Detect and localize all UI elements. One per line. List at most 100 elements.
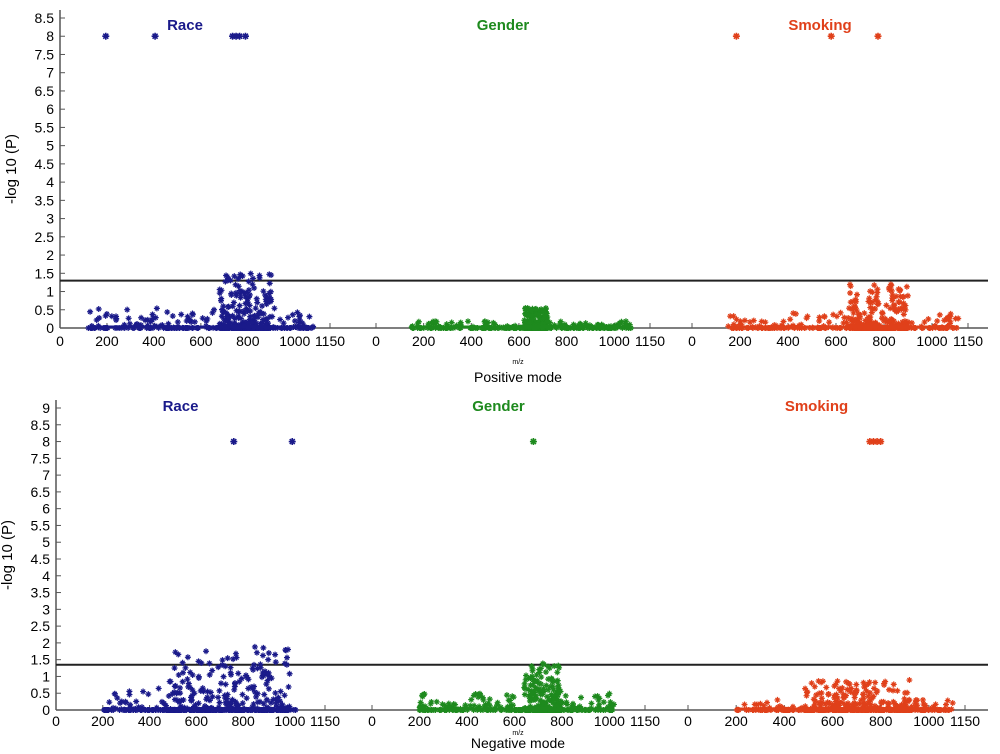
data-point — [531, 678, 538, 685]
data-point — [220, 673, 227, 680]
data-point — [226, 700, 233, 707]
data-point — [239, 691, 246, 698]
data-point — [171, 665, 178, 672]
data-point — [462, 703, 469, 710]
data-point — [126, 320, 133, 327]
data-point — [847, 281, 854, 288]
data-point — [174, 689, 181, 696]
data-point — [215, 664, 222, 671]
x-tick-label: 200 — [408, 713, 432, 729]
data-point — [279, 701, 286, 708]
data-point — [209, 309, 216, 316]
x-axis-label: Negative mode — [471, 735, 565, 751]
data-point — [175, 651, 182, 658]
data-point — [543, 318, 550, 325]
data-point — [235, 275, 242, 282]
data-point — [272, 651, 279, 658]
x-axis-label: Positive mode — [474, 369, 562, 385]
data-point — [903, 283, 910, 290]
data-point — [570, 703, 577, 710]
data-point — [582, 322, 589, 329]
data-point — [542, 669, 549, 676]
data-point — [277, 316, 284, 323]
data-point — [888, 287, 895, 294]
data-point — [530, 682, 537, 689]
data-point — [237, 315, 244, 322]
data-point — [96, 314, 103, 321]
data-point — [263, 681, 270, 688]
data-point — [816, 700, 823, 707]
outlier-point — [869, 438, 877, 446]
data-point — [528, 307, 535, 314]
data-point — [837, 688, 844, 695]
data-point — [125, 315, 132, 322]
y-tick-label: 3 — [42, 601, 50, 617]
data-point — [550, 699, 557, 706]
data-point — [879, 315, 886, 322]
data-point — [254, 665, 261, 672]
panel-title: Gender — [472, 398, 525, 415]
data-point — [267, 699, 274, 706]
y-tick-label: 1.5 — [31, 652, 51, 668]
data-point — [227, 320, 234, 327]
panel-title: Smoking — [785, 398, 848, 415]
data-point — [277, 688, 284, 695]
data-point — [539, 320, 546, 327]
data-point — [834, 695, 841, 702]
data-point — [184, 654, 191, 661]
data-point — [273, 703, 280, 710]
data-point — [741, 317, 748, 324]
outlier-point — [732, 32, 740, 40]
data-point — [540, 318, 547, 325]
data-point — [904, 318, 911, 325]
data-point — [854, 291, 860, 298]
x-tick-label: 1150 — [630, 713, 660, 729]
data-point — [860, 679, 867, 686]
x-tick-label: 1000 — [279, 333, 310, 349]
data-point — [176, 684, 183, 691]
data-point — [853, 298, 860, 305]
data-point — [189, 686, 196, 693]
y-tick-label: 0.5 — [35, 302, 55, 318]
data-point — [887, 305, 894, 312]
data-point — [521, 680, 528, 687]
data-point — [545, 676, 552, 683]
data-point — [270, 696, 277, 703]
data-point — [87, 308, 94, 315]
data-point — [250, 701, 257, 708]
data-point — [535, 680, 542, 687]
data-point — [856, 312, 863, 319]
data-point — [505, 697, 512, 704]
y-tick-label: 1 — [46, 284, 54, 300]
data-point — [260, 288, 267, 295]
data-point — [889, 321, 896, 328]
data-point — [224, 655, 231, 662]
data-point — [569, 700, 576, 707]
data-point — [439, 701, 446, 708]
data-point — [826, 699, 833, 706]
data-point — [135, 321, 142, 328]
data-point — [477, 690, 484, 697]
data-point — [878, 698, 885, 705]
data-point — [536, 685, 543, 692]
data-point — [189, 671, 196, 678]
data-point — [269, 313, 276, 320]
data-point — [525, 306, 532, 313]
data-point — [850, 309, 857, 316]
data-point — [444, 704, 451, 711]
data-point — [545, 686, 552, 693]
data-point — [259, 652, 266, 659]
data-point — [232, 650, 239, 657]
data-point — [816, 690, 823, 697]
data-point — [902, 306, 909, 313]
outlier-point — [877, 438, 885, 446]
data-point — [871, 702, 878, 709]
data-point — [427, 700, 434, 707]
data-point — [95, 306, 102, 313]
data-point — [468, 696, 475, 703]
y-tick-label: 6.5 — [35, 83, 55, 99]
data-point — [891, 700, 898, 707]
data-point — [764, 699, 771, 706]
data-point — [843, 678, 850, 685]
data-point — [240, 307, 247, 314]
